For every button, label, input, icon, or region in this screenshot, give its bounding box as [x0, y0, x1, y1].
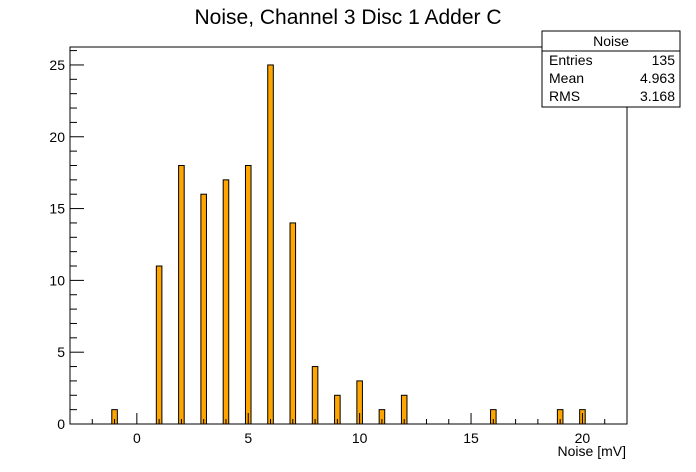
stats-entries-label: Entries	[549, 52, 593, 68]
bar-2	[178, 164, 185, 425]
x-tick-label: 5	[244, 430, 252, 446]
bar-7	[289, 222, 297, 425]
bars-group	[111, 64, 586, 425]
bar-1	[155, 265, 163, 425]
plot-frame	[69, 46, 628, 425]
y-tick-label: 25	[49, 57, 65, 73]
stats-title: Noise	[593, 33, 629, 49]
bar-4	[222, 179, 230, 425]
stats-entries-value: 135	[652, 52, 676, 68]
stats-rms-value: 3.168	[640, 88, 675, 104]
y-tick-label: 5	[57, 344, 65, 360]
chart-title: Noise, Channel 3 Disc 1 Adder C	[195, 6, 502, 29]
bar-5	[244, 164, 252, 425]
bar-8	[311, 366, 319, 425]
stats-box-frame	[541, 30, 681, 108]
x-tick-label: 10	[352, 430, 368, 446]
stats-box: Noise Entries 135 Mean 4.963 RMS 3.168	[541, 30, 681, 108]
x-axis-label: Noise [mV]	[558, 443, 626, 459]
bar-6	[267, 64, 274, 425]
y-tick-label: 0	[57, 416, 65, 432]
stats-rms-label: RMS	[549, 88, 580, 104]
stats-mean-label: Mean	[549, 70, 584, 86]
x-axis: 0 5 10 15 20	[69, 413, 628, 446]
y-tick-label: 20	[49, 129, 65, 145]
x-tick-label: 15	[463, 430, 479, 446]
y-axis: 0 5 10 15 20 25	[49, 50, 84, 432]
y-tick-label: 15	[49, 201, 65, 217]
bar-3	[200, 193, 207, 425]
y-tick-label: 10	[49, 272, 65, 288]
x-tick-label: 0	[133, 430, 141, 446]
x-tick-label: 20	[575, 430, 591, 446]
stats-mean-value: 4.963	[640, 70, 675, 86]
